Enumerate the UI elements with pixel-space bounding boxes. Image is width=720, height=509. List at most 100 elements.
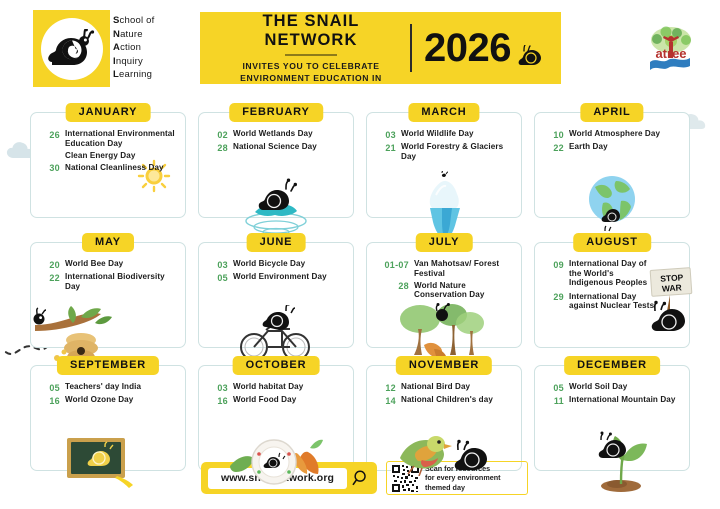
snail-protest-sign-icon: STOP WAR [649, 267, 693, 331]
event-name: World Environment Day [233, 272, 327, 281]
event-list: 09 International Day of the World's Indi… [535, 243, 689, 311]
event-date: 22 [553, 142, 564, 153]
month-card-february[interactable]: FEBRUARY 02 World Wetlands Day 28 Nation… [198, 103, 354, 235]
event-name: National Cleanliness Day [65, 162, 164, 172]
event-list: 12 National Bird Day 14 National Childre… [367, 366, 521, 406]
month-card-july[interactable]: JULY 01-07 Van Mahotsav/ Forest Festival… [366, 233, 522, 357]
event-date: 05 [49, 382, 60, 393]
event-name: Van Mahotsav/ Forest Festival [414, 259, 500, 278]
calendar-row-3: SEPTEMBER 05 Teachers' day India 16 Worl… [30, 356, 690, 492]
event-item: 26 International Environmental Education… [39, 129, 179, 148]
event-date: 05 [217, 272, 228, 283]
event-date: 16 [49, 395, 60, 406]
qr-code-icon[interactable] [391, 463, 420, 493]
event-name: National Children's day [401, 395, 493, 404]
event-item: 10 World Atmosphere Day [543, 129, 683, 140]
acronym-line: School of [113, 15, 155, 26]
month-card-august[interactable]: AUGUST 09 International Day of the World… [534, 233, 693, 348]
event-item: 28 World Nature Conservation Day [375, 281, 515, 300]
event-date: 12 [385, 382, 396, 393]
snail-network-logo [33, 10, 110, 87]
event-list: 03 World habitat Day 16 World Food Day [199, 366, 353, 406]
event-item: 01-07 Van Mahotsav/ Forest Festival [375, 259, 515, 278]
event-date [39, 151, 60, 161]
event-date: 21 [385, 142, 396, 153]
event-name: Clean Energy Day [65, 150, 136, 160]
event-item: 03 World habitat Day [207, 382, 347, 393]
month-label: APRIL [580, 103, 644, 122]
snail-on-water-lily-icon [245, 178, 307, 235]
month-card-march[interactable]: MARCH 03 World Wildlife Day 21 World For… [366, 103, 522, 241]
event-item: 16 World Food Day [207, 395, 347, 406]
sign-line-2: WAR [662, 282, 682, 293]
event-item: 22 Earth Day [543, 142, 683, 153]
event-name: World Atmosphere Day [569, 129, 661, 138]
event-date: 02 [217, 129, 228, 140]
month-label: NOVEMBER [395, 356, 493, 375]
event-name: World Wildlife Day [401, 129, 474, 138]
event-name: World Ozone Day [65, 395, 134, 404]
event-item: 29 International Day against Nuclear Tes… [543, 292, 683, 311]
poster-footer: www.snailnetwork.org [0, 458, 720, 508]
event-name: International Mountain Day [569, 395, 676, 404]
month-label: FEBRUARY [229, 103, 323, 122]
sign-line-1: STOP [660, 272, 684, 284]
month-card-january[interactable]: JANUARY 26 International Environmental E… [30, 103, 186, 218]
snail-icon [518, 45, 541, 65]
event-name: World Forestry & Glaciers Day [401, 142, 504, 161]
event-name: Teachers' day India [65, 382, 142, 391]
month-card-september[interactable]: SEPTEMBER 05 Teachers' day India 16 Worl… [30, 356, 186, 488]
event-name: Earth Day [569, 142, 608, 151]
event-item: 09 International Day of the World's Indi… [543, 259, 683, 288]
event-date: 26 [49, 129, 60, 140]
event-item: 28 National Science Day [207, 142, 347, 153]
event-item: 05 World Environment Day [207, 272, 347, 283]
event-item: 22 International Biodiversity Day [39, 272, 179, 291]
month-card-december[interactable]: DECEMBER 05 World Soil Day 11 Internatio… [534, 356, 690, 492]
calendar-row-2: MAY 20 World Bee Day 22 International Bi… [30, 233, 693, 364]
event-date: 14 [385, 395, 396, 406]
earth-globe-icon [589, 176, 635, 232]
month-card-june[interactable]: JUNE 03 World Bicycle Day 05 World Envir… [198, 233, 354, 361]
event-date: 16 [217, 395, 228, 406]
snail-logo-icon [47, 28, 94, 65]
event-date: 11 [553, 395, 564, 406]
event-item: 12 National Bird Day [375, 382, 515, 393]
banner-divider-rule [285, 53, 337, 57]
qr-caption: Scan for resources for every environment… [425, 464, 501, 492]
magnifier-icon[interactable] [352, 469, 370, 487]
qr-code-block[interactable]: Scan for resources for every environment… [386, 461, 528, 495]
event-name: World Bicycle Day [233, 259, 306, 268]
month-label: JANUARY [65, 103, 151, 122]
event-list: 05 World Soil Day 11 International Mount… [535, 366, 689, 406]
event-name: World Bee Day [65, 259, 124, 268]
month-card-november[interactable]: NOVEMBER 12 National Bird Day 14 Nationa… [366, 356, 522, 476]
month-card-april[interactable]: APRIL 10 World Atmosphere Day 22 Earth D… [534, 103, 690, 232]
event-date: 01-07 [384, 259, 409, 270]
month-artwork [367, 301, 521, 359]
website-url[interactable]: www.snailnetwork.org [208, 467, 347, 489]
event-item: 05 Teachers' day India [39, 382, 179, 393]
event-item: 20 World Bee Day [39, 259, 179, 270]
month-artwork [535, 173, 689, 239]
event-item: 03 World Bicycle Day [207, 259, 347, 270]
atree-logo-wordmark: atree [655, 46, 686, 61]
event-name: National Bird Day [401, 382, 471, 391]
event-item: 16 World Ozone Day [39, 395, 179, 406]
event-date: 29 [553, 292, 564, 303]
event-item: Clean Energy Day [39, 151, 179, 161]
month-artwork [199, 305, 353, 363]
website-search-bar[interactable]: www.snailnetwork.org [201, 462, 377, 494]
month-card-october[interactable]: OCTOBER 03 World habitat Day 16 World Fo… [198, 356, 354, 485]
banner-text-block: THE SNAIL NETWORK INVITES YOU TO CELEBRA… [200, 12, 408, 85]
event-date: 03 [385, 129, 396, 140]
month-label: SEPTEMBER [56, 356, 160, 375]
month-label: AUGUST [573, 233, 651, 252]
atree-partner-logo: atree [650, 26, 691, 70]
acronym-line: Nature [113, 28, 143, 40]
event-item: 21 World Forestry & Glaciers Day [375, 142, 515, 161]
event-list: 26 International Environmental Education… [31, 113, 185, 173]
month-card-may[interactable]: MAY 20 World Bee Day 22 International Bi… [30, 233, 186, 364]
month-label: MARCH [408, 103, 480, 122]
event-date: 28 [398, 281, 409, 292]
